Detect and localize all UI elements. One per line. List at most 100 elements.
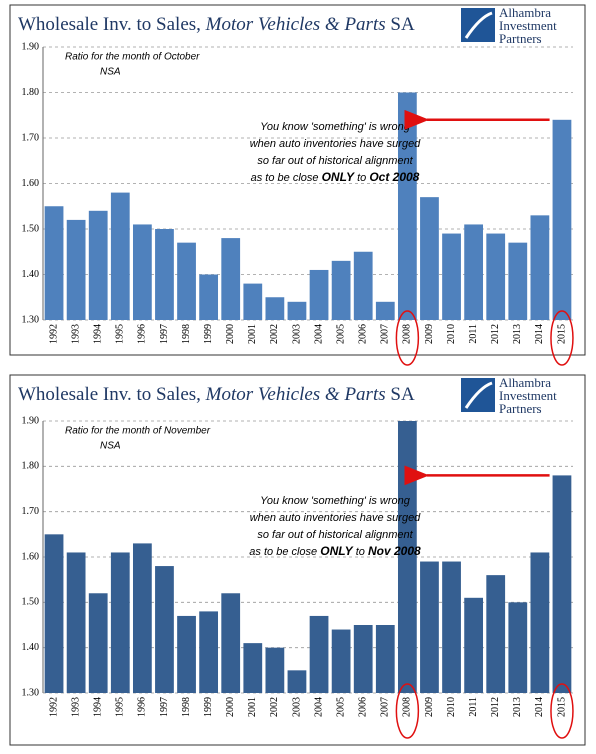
bar (110, 192, 130, 320)
x-tick-label: 2010 (446, 697, 457, 717)
bar (44, 206, 64, 320)
bar (88, 210, 108, 320)
subtitle: NSA (100, 441, 121, 452)
highlight-circle (395, 683, 420, 739)
logo-text: Alhambra (499, 5, 551, 20)
y-tick-label: 1.50 (22, 223, 40, 234)
y-tick-label: 1.40 (22, 642, 40, 653)
x-tick-label: 2011 (468, 324, 479, 344)
x-tick-label: 1997 (159, 324, 170, 344)
x-tick-label: 2006 (358, 697, 369, 717)
highlight-circle (395, 310, 420, 366)
bar (132, 224, 152, 320)
annotation: as to be close ONLY to Oct 2008 (251, 170, 420, 184)
bar (397, 92, 417, 320)
logo-text: Partners (499, 31, 542, 46)
y-tick-label: 1.60 (22, 178, 40, 189)
bar (375, 625, 395, 693)
x-tick-label: 2015 (556, 697, 567, 717)
bar (375, 301, 395, 320)
x-tick-label: 1994 (93, 697, 104, 717)
y-tick-label: 1.70 (22, 132, 40, 143)
x-tick-label: 2004 (313, 697, 324, 717)
bar (177, 615, 196, 693)
bar (287, 670, 307, 693)
x-tick-label: 2000 (225, 324, 236, 344)
bar (442, 561, 461, 693)
x-tick-label: 2009 (424, 697, 435, 717)
bar (155, 566, 174, 693)
title-part: Wholesale Inv. to Sales, (18, 14, 206, 35)
y-tick-label: 1.80 (22, 87, 40, 98)
panel-border (9, 374, 586, 746)
x-tick-label: 2010 (446, 324, 457, 344)
bar (110, 552, 130, 693)
annotation: as to be close ONLY to Nov 2008 (249, 544, 421, 558)
annotation-part: Oct 2008 (369, 170, 419, 184)
x-tick-label: 1993 (70, 324, 81, 344)
x-tick-label: 2008 (402, 324, 413, 344)
x-tick-label: 1997 (159, 697, 170, 717)
x-tick-label: 1999 (203, 324, 214, 344)
bar (243, 283, 263, 320)
bar (265, 647, 285, 693)
bar (464, 224, 484, 320)
logo-text: Investment (499, 18, 557, 33)
x-tick-label: 2005 (335, 697, 346, 717)
annotation-part: ONLY (322, 170, 355, 184)
chart-panel: Wholesale Inv. to Sales, Motor Vehicles … (9, 4, 586, 366)
x-tick-label: 1995 (115, 697, 126, 717)
bar (331, 629, 351, 693)
x-tick-label: 2009 (424, 324, 435, 344)
x-tick-label: 2013 (512, 697, 523, 717)
x-tick-label: 2013 (512, 324, 523, 344)
x-tick-label: 2012 (490, 324, 501, 344)
bar (44, 534, 64, 693)
bar (309, 615, 329, 693)
bar (331, 260, 351, 320)
bar (530, 552, 550, 693)
title-part: SA (386, 14, 415, 35)
bar (177, 242, 196, 320)
chart-title: Wholesale Inv. to Sales, Motor Vehicles … (18, 384, 415, 405)
bar (66, 552, 86, 693)
x-tick-label: 1996 (137, 697, 148, 717)
x-tick-label: 2012 (490, 697, 501, 717)
x-tick-label: 2014 (534, 324, 545, 344)
x-tick-label: 2002 (269, 324, 280, 344)
x-tick-label: 2007 (380, 697, 391, 717)
y-tick-label: 1.70 (22, 506, 40, 517)
x-tick-label: 2004 (313, 324, 324, 344)
title-part: Motor Vehicles & Parts (205, 384, 386, 405)
x-tick-label: 2011 (468, 697, 479, 717)
bar (508, 602, 528, 693)
x-tick-label: 1995 (115, 324, 126, 344)
annotation: when auto inventories have surged (250, 138, 421, 150)
y-tick-label: 1.80 (22, 461, 40, 472)
y-tick-label: 1.90 (22, 41, 40, 52)
bar (199, 274, 219, 320)
subtitle: Ratio for the month of November (65, 426, 211, 437)
x-tick-label: 2000 (225, 697, 236, 717)
annotation: so far out of historical alignment (257, 155, 413, 167)
bar (530, 215, 550, 320)
annotation-part: as to be close (251, 172, 322, 184)
logo-mark (464, 381, 493, 409)
y-tick-label: 1.90 (22, 415, 40, 426)
panel-border (9, 4, 586, 356)
x-tick-label: 2003 (291, 697, 302, 717)
subtitle: Ratio for the month of October (65, 52, 200, 63)
y-tick-label: 1.50 (22, 597, 40, 608)
bar (420, 197, 439, 320)
bar (420, 561, 439, 693)
annotation: You know 'something' is wrong (260, 495, 411, 507)
title-part: SA (386, 384, 415, 405)
bar (397, 421, 417, 693)
bar (508, 242, 528, 320)
bar (552, 119, 572, 320)
bar (442, 233, 461, 320)
annotation-part: ONLY (320, 544, 353, 558)
bar (287, 301, 307, 320)
title-part: Motor Vehicles & Parts (205, 14, 386, 35)
annotation-part: Nov 2008 (368, 544, 421, 558)
